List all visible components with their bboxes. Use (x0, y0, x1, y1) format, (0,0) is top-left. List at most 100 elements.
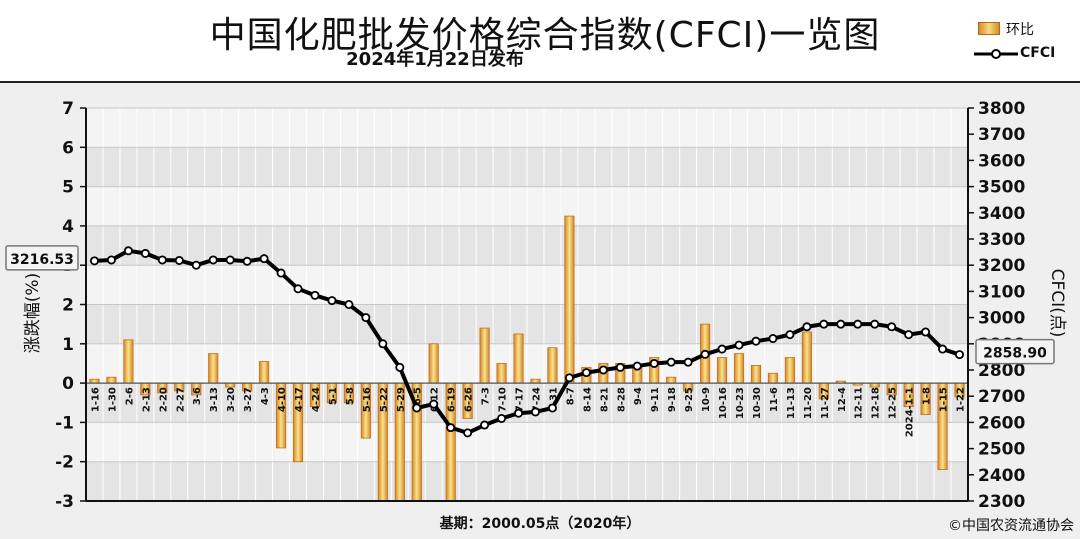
x-tick-label: 6-12 (430, 387, 441, 412)
cfci-point (276, 268, 286, 278)
cfci-point (395, 362, 405, 372)
cfci-point (514, 408, 524, 418)
cfci-point (157, 255, 167, 265)
cfci-point (327, 296, 337, 306)
x-tick-label: 7-31 (548, 387, 559, 412)
cfci-point (242, 256, 252, 266)
bar (123, 339, 134, 384)
x-tick-label: 8-14 (582, 387, 593, 412)
x-tick-label: 6-5 (413, 387, 424, 405)
left-tick-label: 2 (62, 296, 74, 316)
right-tick-label: 3300 (978, 230, 1025, 250)
cfci-point (751, 336, 761, 346)
cfci-point (480, 420, 490, 430)
cfci-point (106, 255, 116, 265)
left-tick-label: -1 (55, 413, 74, 433)
cfci-point (649, 358, 659, 368)
chart-title: 中国化肥批发价格综合指数(CFCI)一览图 (209, 15, 881, 56)
x-tick-label: 2-20 (158, 387, 169, 412)
cfci-point (887, 322, 897, 332)
x-tick-label: 4-10 (277, 387, 288, 412)
cfci-point (955, 350, 965, 360)
bar (564, 215, 575, 384)
bar (547, 347, 558, 384)
cfci-point (598, 365, 608, 375)
x-tick-label: 7-3 (481, 387, 492, 405)
cfci-point (785, 330, 795, 340)
left-tick-label: 6 (62, 138, 74, 158)
x-tick-label: 1-30 (107, 387, 118, 412)
x-tick-label: 12-4 (837, 387, 848, 412)
left-axis-label: 涨跌幅(%) (23, 273, 43, 353)
bar (106, 376, 117, 384)
x-tick-label: 10-30 (752, 387, 763, 419)
right-tick-label: 3700 (978, 125, 1025, 145)
bar (666, 376, 677, 384)
cfci-point (310, 290, 320, 300)
x-tick-label: 2-13 (141, 387, 152, 412)
bar (750, 365, 762, 384)
cfci-point (734, 340, 744, 350)
x-tick-label: 10-23 (735, 387, 746, 419)
x-tick-label: 7-10 (498, 387, 509, 412)
cfci-point (463, 428, 473, 438)
right-tick-label: 3600 (978, 151, 1025, 171)
cfci-point (140, 248, 150, 258)
bar (496, 363, 507, 384)
x-tick-label: 9-4 (633, 387, 644, 405)
right-tick-label: 3200 (978, 256, 1025, 276)
cfci-point (819, 319, 829, 329)
legend-bar-label: 环比 (1006, 22, 1034, 38)
bar (208, 353, 219, 384)
first-value-callout-box (5, 245, 79, 271)
x-tick-label: 11-13 (786, 387, 797, 419)
x-tick-label: 2-27 (175, 387, 186, 412)
footer-base-period: 基期：2000.05点（2020年） (439, 516, 641, 532)
cfci-point (632, 361, 642, 371)
x-tick-label: 6-19 (447, 387, 458, 412)
cfci-point (581, 368, 591, 378)
first-value-callout: 3216.53 (10, 252, 74, 268)
chart-header: 中国化肥批发价格综合指数(CFCI)一览图 2024年1月22日发布 环比 CF… (0, 0, 1080, 83)
cfci-point (938, 344, 948, 354)
x-tick-label: 1-15 (939, 387, 950, 412)
cfci-point (344, 299, 354, 309)
x-tick-label: 5-16 (362, 387, 373, 412)
cfci-point (191, 260, 201, 270)
x-tick-label: 4-24 (311, 387, 322, 412)
cfci-point (259, 254, 269, 264)
cfci-point (174, 255, 184, 265)
cfci-point (802, 322, 812, 332)
x-tick-label: 7-24 (531, 387, 542, 412)
x-tick-label: 8-28 (616, 387, 627, 412)
cfci-point (497, 413, 507, 423)
right-tick-label: 2700 (978, 387, 1025, 407)
bar (259, 361, 270, 384)
cfci-point (717, 344, 727, 354)
cfci-line (94, 248, 961, 435)
x-tick-label: 1-8 (922, 387, 933, 405)
x-tick-label: 5-22 (379, 387, 390, 412)
left-tick-label: 0 (62, 374, 74, 394)
cfci-point (429, 399, 439, 409)
bar (479, 327, 490, 384)
cfci-point (700, 349, 710, 359)
x-tick-label: 7-17 (515, 387, 526, 412)
cfci-point (123, 246, 133, 256)
cfci-point (530, 407, 540, 417)
x-tick-label: 9-18 (667, 387, 678, 412)
x-tick-label: 12-25 (888, 387, 899, 419)
footer-copyright: ©中国农资流通协会 (948, 518, 1074, 534)
left-tick-label: 5 (62, 178, 74, 198)
x-tick-label: 9-25 (684, 387, 695, 412)
x-tick-label: 3-13 (209, 387, 220, 412)
bar (716, 357, 728, 384)
bar (801, 331, 812, 384)
cfci-point (446, 423, 456, 433)
x-tick-label: 10-9 (701, 387, 712, 412)
x-tick-label: 9-11 (650, 387, 661, 412)
cfci-point (904, 330, 914, 340)
right-tick-label: 2300 (978, 492, 1025, 512)
cfci-point (547, 403, 557, 413)
bar (513, 333, 524, 384)
